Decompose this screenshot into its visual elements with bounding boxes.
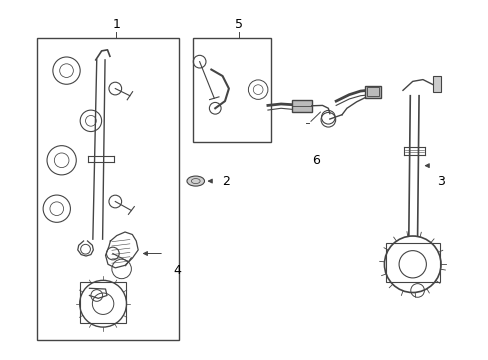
Text: 6: 6 — [311, 154, 319, 167]
Text: 4: 4 — [173, 264, 182, 277]
Bar — [432, 76, 441, 92]
Text: 2: 2 — [222, 175, 230, 188]
Bar — [385, 243, 439, 282]
Bar — [366, 87, 378, 96]
Bar — [292, 100, 311, 112]
Bar — [37, 39, 178, 339]
Ellipse shape — [186, 176, 204, 186]
Text: 3: 3 — [436, 175, 444, 188]
Text: 5: 5 — [234, 18, 242, 31]
Bar — [365, 86, 380, 98]
Bar — [193, 39, 271, 142]
Text: 1: 1 — [112, 18, 120, 31]
Bar — [80, 282, 126, 323]
